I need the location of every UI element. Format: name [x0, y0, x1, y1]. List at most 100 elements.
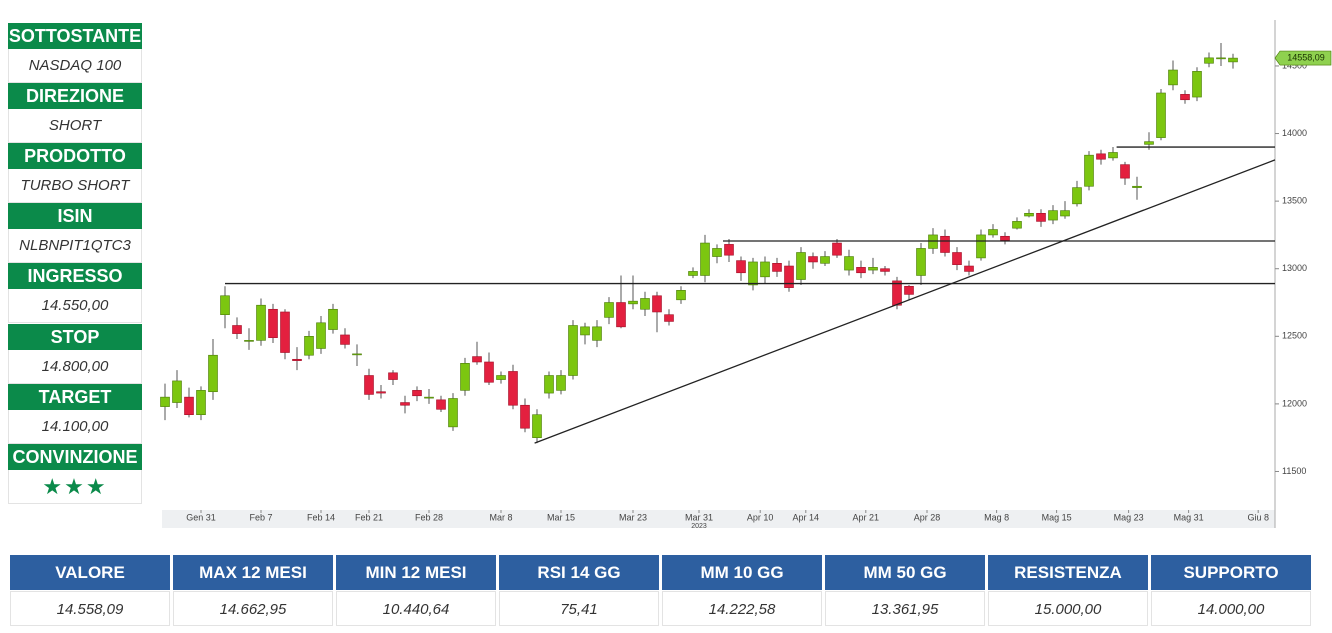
x-tick-label: Mar 23 [619, 512, 647, 522]
candle-body [868, 267, 878, 271]
x-tick-label: Feb 7 [249, 512, 272, 522]
candle-body [1108, 152, 1118, 159]
sidebar-label: TARGET [8, 383, 142, 410]
candle-body [808, 256, 818, 263]
candle-body [232, 325, 242, 334]
candle-body [388, 372, 398, 380]
x-tick-label: Feb 28 [415, 512, 443, 522]
x-tick-label: Giu 8 [1247, 512, 1269, 522]
candle-body [616, 302, 626, 328]
sidebar-value: 14.800,00 [8, 349, 142, 384]
candle-body [508, 371, 518, 406]
candle-body [820, 256, 830, 264]
candle-body [724, 244, 734, 256]
candle-body [220, 295, 230, 315]
candle-body [1228, 57, 1238, 63]
x-tick-label: Gen 31 [186, 512, 216, 522]
candle-body [400, 402, 410, 406]
candle-body [880, 268, 890, 272]
candle-body [172, 380, 182, 403]
table-value: 14.000,00 [1151, 591, 1311, 626]
candle-body [1204, 57, 1214, 64]
candle-body [556, 375, 566, 391]
sidebar-item: PRODOTTO TURBO SHORT [8, 143, 142, 204]
candle-body [328, 308, 338, 330]
candle-body [928, 234, 938, 249]
sidebar-value: ★★★ [8, 469, 142, 504]
table-header: MAX 12 MESI [173, 555, 333, 590]
x-tick-label: Apr 14 [793, 512, 820, 522]
candle-body [460, 363, 470, 391]
x-sublabel: 2023 [691, 523, 707, 530]
candle-body [292, 358, 302, 361]
candle-body [1120, 164, 1130, 179]
sidebar-item: CONVINZIONE ★★★ [8, 443, 142, 504]
candle-body [1000, 235, 1010, 241]
sidebar-item: STOP 14.800,00 [8, 323, 142, 384]
candle-body [568, 325, 578, 376]
table-header: RESISTENZA [988, 555, 1148, 590]
y-tick-label: 13500 [1282, 196, 1307, 206]
candle-body [964, 265, 974, 272]
candle-body [628, 300, 638, 305]
table-value: 14.222,58 [662, 591, 822, 626]
sidebar-label: PRODOTTO [8, 143, 142, 170]
x-tick-label: Mar 31 [685, 512, 713, 522]
candle-body [1024, 212, 1034, 217]
candle-body [652, 295, 662, 313]
candle-body [436, 399, 446, 410]
sidebar-value: 14.100,00 [8, 409, 142, 444]
x-tick-label: Feb 21 [355, 512, 383, 522]
table-value: 15.000,00 [988, 591, 1148, 626]
x-tick-label: Apr 21 [853, 512, 880, 522]
table-header: MM 50 GG [825, 555, 985, 590]
candle-body [640, 298, 650, 310]
candle-body [316, 322, 326, 349]
candle-body [472, 356, 482, 363]
candle-body [1048, 210, 1058, 221]
candle-body [268, 308, 278, 338]
table-value: 13.361,95 [825, 591, 985, 626]
candle-body [760, 261, 770, 278]
candle-body [976, 234, 986, 259]
table-header: VALORE [10, 555, 170, 590]
x-axis-strip [162, 510, 1275, 528]
candle-body [952, 252, 962, 265]
plot-area [162, 20, 1275, 528]
sidebar-item: SOTTOSTANTE NASDAQ 100 [8, 23, 142, 83]
candle-body [748, 261, 758, 286]
candle-body [340, 334, 350, 345]
x-tick-label: Feb 14 [307, 512, 335, 522]
y-tick-label: 14000 [1282, 128, 1307, 138]
candle-body [412, 390, 422, 397]
candle-body [520, 404, 530, 429]
candle-body [1168, 69, 1178, 86]
candle-body [904, 285, 914, 295]
candle-body [532, 414, 542, 438]
table-value: 75,41 [499, 591, 659, 626]
candle-body [856, 267, 866, 274]
candle-body [1072, 187, 1082, 205]
sidebar-value: SHORT [8, 109, 142, 144]
candle-body [160, 396, 170, 407]
table-header: MM 10 GG [662, 555, 822, 590]
sidebar-item: INGRESSO 14.550,00 [8, 263, 142, 324]
x-tick-label: Apr 10 [747, 512, 774, 522]
candle-body [580, 326, 590, 336]
sidebar-label: STOP [8, 323, 142, 350]
x-tick-label: Mag 15 [1042, 512, 1072, 522]
candle-body [244, 340, 254, 342]
candle-body [700, 242, 710, 276]
sidebar-label: CONVINZIONE [8, 443, 142, 470]
table-header: MIN 12 MESI [336, 555, 496, 590]
price-tag-shape [1274, 50, 1332, 66]
candle-body [772, 263, 782, 272]
candle-body [664, 314, 674, 322]
candle-body [1036, 212, 1046, 222]
candle-body [256, 304, 266, 341]
candle-body [736, 260, 746, 274]
candle-body [280, 311, 290, 353]
candle-body [916, 248, 926, 276]
y-tick-label: 12500 [1282, 331, 1307, 341]
